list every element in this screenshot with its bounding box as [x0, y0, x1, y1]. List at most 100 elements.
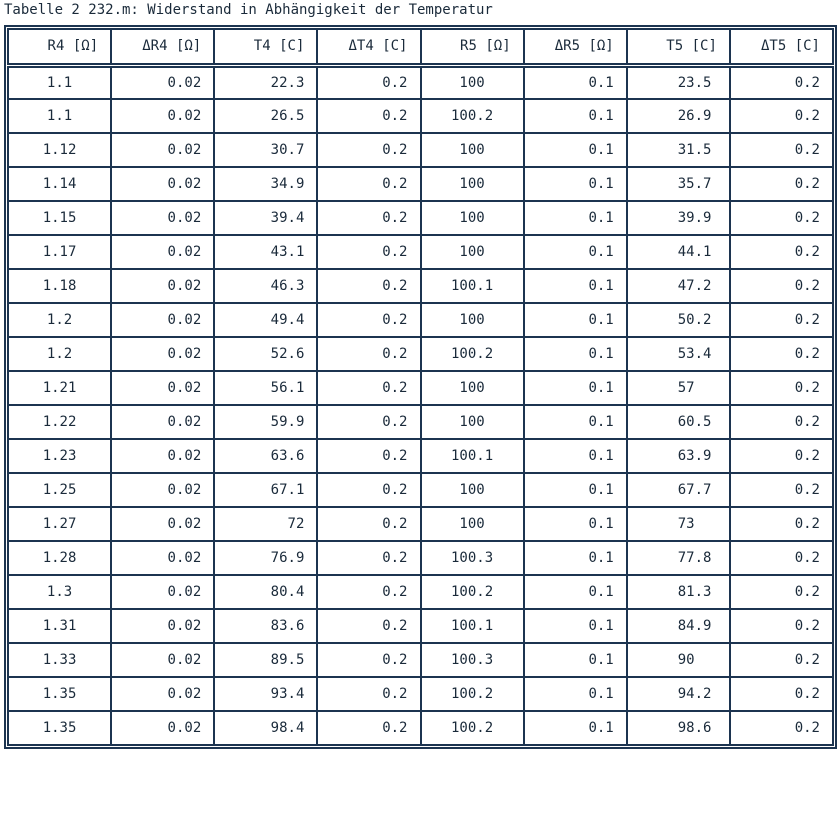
cell-delta-r4: 0.02 — [110, 710, 216, 746]
cell-r4: 1.21 — [6, 370, 113, 406]
cell-t5: 47.2 — [625, 268, 731, 304]
cell-t5: 67.7 — [625, 472, 731, 508]
cell-delta-t4: 0.2 — [316, 166, 422, 202]
cell-delta-t4: 0.2 — [316, 132, 422, 168]
cell-r4: 1.14 — [6, 166, 113, 202]
cell-r4: 1.15 — [6, 200, 113, 236]
cell-delta-r4: 0.02 — [110, 404, 216, 440]
cell-t5: 77.8 — [625, 540, 731, 576]
cell-delta-t5: 0.2 — [728, 200, 835, 236]
column-header-delta-t5: ΔT5 [C] — [728, 28, 835, 68]
cell-r5: 100.2 — [419, 336, 525, 372]
table-row: 1.35 0.02 93.4 0.2 100.2 0.1 94.2 0.2 — [6, 676, 835, 712]
cell-delta-r5: 0.1 — [522, 574, 628, 610]
cell-r4: 1.17 — [6, 234, 113, 270]
cell-r5: 100 — [419, 506, 525, 542]
cell-t4: 49.4 — [213, 302, 319, 338]
table-row: 1.25 0.02 67.1 0.2 100 0.1 67.7 0.2 — [6, 472, 835, 508]
cell-t4: 43.1 — [213, 234, 319, 270]
cell-r4: 1.3 — [6, 574, 113, 610]
table-row: 1.31 0.02 83.6 0.2 100.1 0.1 84.9 0.2 — [6, 608, 835, 644]
cell-delta-r4: 0.02 — [110, 438, 216, 474]
cell-delta-r5: 0.1 — [522, 642, 628, 678]
cell-t5: 84.9 — [625, 608, 731, 644]
cell-delta-t4: 0.2 — [316, 642, 422, 678]
table-row: 1.2 0.02 52.6 0.2 100.2 0.1 53.4 0.2 — [6, 336, 835, 372]
table-row: 1.1 0.02 22.3 0.2 100 0.1 23.5 0.2 — [6, 64, 835, 100]
cell-delta-t4: 0.2 — [316, 574, 422, 610]
cell-delta-t4: 0.2 — [316, 540, 422, 576]
cell-t5: 63.9 — [625, 438, 731, 474]
cell-delta-r4: 0.02 — [110, 166, 216, 202]
column-header-delta-r5: ΔR5 [Ω] — [522, 28, 628, 68]
cell-delta-t5: 0.2 — [728, 234, 835, 270]
cell-delta-r5: 0.1 — [522, 166, 628, 202]
cell-r4: 1.27 — [6, 506, 113, 542]
cell-r5: 100 — [419, 200, 525, 236]
cell-r5: 100 — [419, 472, 525, 508]
cell-r5: 100 — [419, 132, 525, 168]
data-table: R4 [Ω] ΔR4 [Ω] T4 [C] ΔT4 [C] R5 [Ω] ΔR5… — [6, 28, 835, 746]
cell-t4: 39.4 — [213, 200, 319, 236]
cell-delta-t4: 0.2 — [316, 302, 422, 338]
cell-t5: 94.2 — [625, 676, 731, 712]
cell-t4: 22.3 — [213, 64, 319, 100]
cell-r4: 1.33 — [6, 642, 113, 678]
cell-delta-r4: 0.02 — [110, 506, 216, 542]
cell-delta-t5: 0.2 — [728, 540, 835, 576]
cell-delta-r5: 0.1 — [522, 268, 628, 304]
cell-delta-r4: 0.02 — [110, 370, 216, 406]
cell-t4: 26.5 — [213, 98, 319, 134]
cell-r4: 1.2 — [6, 336, 113, 372]
column-header-t4: T4 [C] — [213, 28, 319, 68]
cell-delta-r4: 0.02 — [110, 336, 216, 372]
cell-delta-t5: 0.2 — [728, 506, 835, 542]
cell-r5: 100.1 — [419, 268, 525, 304]
cell-r4: 1.22 — [6, 404, 113, 440]
cell-delta-r5: 0.1 — [522, 64, 628, 100]
cell-delta-t5: 0.2 — [728, 438, 835, 474]
cell-delta-t5: 0.2 — [728, 642, 835, 678]
cell-delta-r4: 0.02 — [110, 302, 216, 338]
cell-t5: 90 — [625, 642, 731, 678]
cell-delta-t5: 0.2 — [728, 98, 835, 134]
table-row: 1.14 0.02 34.9 0.2 100 0.1 35.7 0.2 — [6, 166, 835, 202]
cell-delta-t5: 0.2 — [728, 404, 835, 440]
cell-delta-t4: 0.2 — [316, 472, 422, 508]
table-row: 1.18 0.02 46.3 0.2 100.1 0.1 47.2 0.2 — [6, 268, 835, 304]
cell-t5: 53.4 — [625, 336, 731, 372]
cell-delta-t5: 0.2 — [728, 64, 835, 100]
cell-delta-t4: 0.2 — [316, 98, 422, 134]
cell-t4: 83.6 — [213, 608, 319, 644]
cell-t5: 73 — [625, 506, 731, 542]
cell-t5: 39.9 — [625, 200, 731, 236]
cell-delta-t4: 0.2 — [316, 608, 422, 644]
cell-delta-t4: 0.2 — [316, 200, 422, 236]
table-row: 1.12 0.02 30.7 0.2 100 0.1 31.5 0.2 — [6, 132, 835, 168]
cell-delta-r5: 0.1 — [522, 438, 628, 474]
cell-delta-r4: 0.02 — [110, 234, 216, 270]
cell-r5: 100 — [419, 302, 525, 338]
table-row: 1.15 0.02 39.4 0.2 100 0.1 39.9 0.2 — [6, 200, 835, 236]
cell-r4: 1.23 — [6, 438, 113, 474]
cell-delta-r5: 0.1 — [522, 472, 628, 508]
cell-r5: 100 — [419, 370, 525, 406]
table-row: 1.17 0.02 43.1 0.2 100 0.1 44.1 0.2 — [6, 234, 835, 270]
cell-r4: 1.31 — [6, 608, 113, 644]
cell-r5: 100 — [419, 234, 525, 270]
cell-t5: 57 — [625, 370, 731, 406]
cell-delta-r5: 0.1 — [522, 506, 628, 542]
cell-t4: 67.1 — [213, 472, 319, 508]
cell-t4: 89.5 — [213, 642, 319, 678]
cell-delta-r4: 0.02 — [110, 64, 216, 100]
cell-t4: 52.6 — [213, 336, 319, 372]
table-body: 1.1 0.02 22.3 0.2 100 0.1 23.5 0.2 1.1 0.02 26.5 0.… — [6, 64, 835, 746]
cell-r5: 100.2 — [419, 98, 525, 134]
cell-delta-t4: 0.2 — [316, 506, 422, 542]
cell-t4: 76.9 — [213, 540, 319, 576]
cell-delta-r5: 0.1 — [522, 302, 628, 338]
table-row: 1.33 0.02 89.5 0.2 100.3 0.1 90 0.2 — [6, 642, 835, 678]
cell-delta-r5: 0.1 — [522, 200, 628, 236]
cell-t4: 80.4 — [213, 574, 319, 610]
cell-delta-r4: 0.02 — [110, 574, 216, 610]
